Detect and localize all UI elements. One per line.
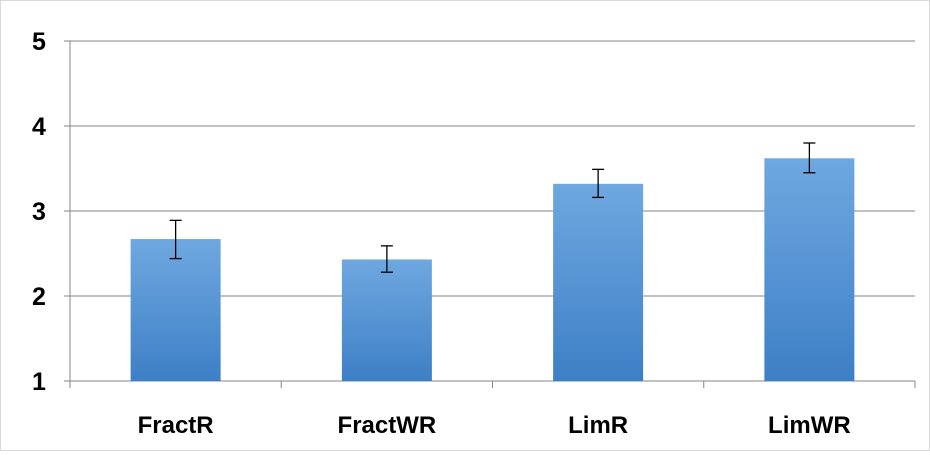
y-tick-label: 2 [32, 283, 46, 311]
y-tick-label: 5 [32, 28, 46, 56]
y-tick-label: 4 [32, 113, 46, 141]
bar-limr [553, 183, 644, 381]
error-bars [169, 142, 816, 273]
y-tick-label: 3 [32, 198, 46, 226]
bar-fractwr [341, 259, 432, 381]
y-tick-label: 1 [32, 368, 46, 396]
x-category-label: LimR [568, 412, 628, 439]
x-category-label: FractR [138, 412, 214, 439]
bars [130, 158, 855, 381]
bar-limwr [764, 158, 855, 381]
error-bar-fractwr [380, 245, 393, 273]
x-category-label: LimWR [768, 412, 851, 439]
error-bar-fractr [169, 219, 182, 260]
error-bar-limwr [803, 142, 816, 174]
bar-fractr [130, 239, 221, 381]
error-bar-limr [592, 168, 605, 199]
labels: 1 2 3 4 5 FractR FractWR LimR LimWR [32, 28, 851, 439]
x-category-label: FractWR [338, 412, 437, 439]
